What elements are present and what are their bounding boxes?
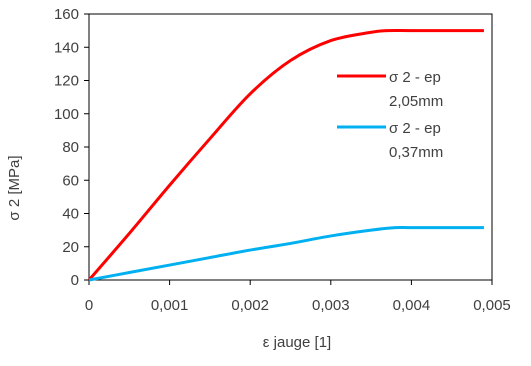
series-lines [87,29,484,282]
y-tick-label: 100 [54,106,79,123]
x-tick-label: 0 [85,297,93,314]
y-tick-label: 80 [62,139,79,156]
y-tick-label: 140 [54,39,79,56]
series-line-1 [87,29,484,281]
legend-label-1: 2,05mm [389,93,443,110]
x-axis-title: ε jauge [1] [263,334,331,351]
x-tick-label: 0,004 [393,297,431,314]
legend-label-2: σ 2 - ep [389,120,441,137]
y-tick-label: 120 [54,73,79,90]
x-tick-label: 0,003 [312,297,350,314]
y-tick-label: 40 [62,206,79,223]
series-line-2 [88,225,484,282]
legend-label-1: σ 2 - ep [389,69,441,86]
y-axis-title: σ 2 [MPa] [6,155,23,220]
y-tick-label: 60 [62,172,79,189]
x-tick-label: 0,005 [473,297,511,314]
y-tick-label: 160 [54,6,79,23]
y-tick-label: 20 [62,239,79,256]
x-tick-label: 0,001 [151,297,189,314]
y-tick-label: 0 [71,272,79,289]
legend-label-2: 0,37mm [389,144,443,161]
x-tick-label: 0,002 [231,297,269,314]
axes: 0 20 40 60 80 100 120 140 160 0 0,001 0,002 0,003 0,0… [54,6,511,314]
legend: σ 2 - ep 2,05mm σ 2 - ep 0,37mm [337,69,443,161]
